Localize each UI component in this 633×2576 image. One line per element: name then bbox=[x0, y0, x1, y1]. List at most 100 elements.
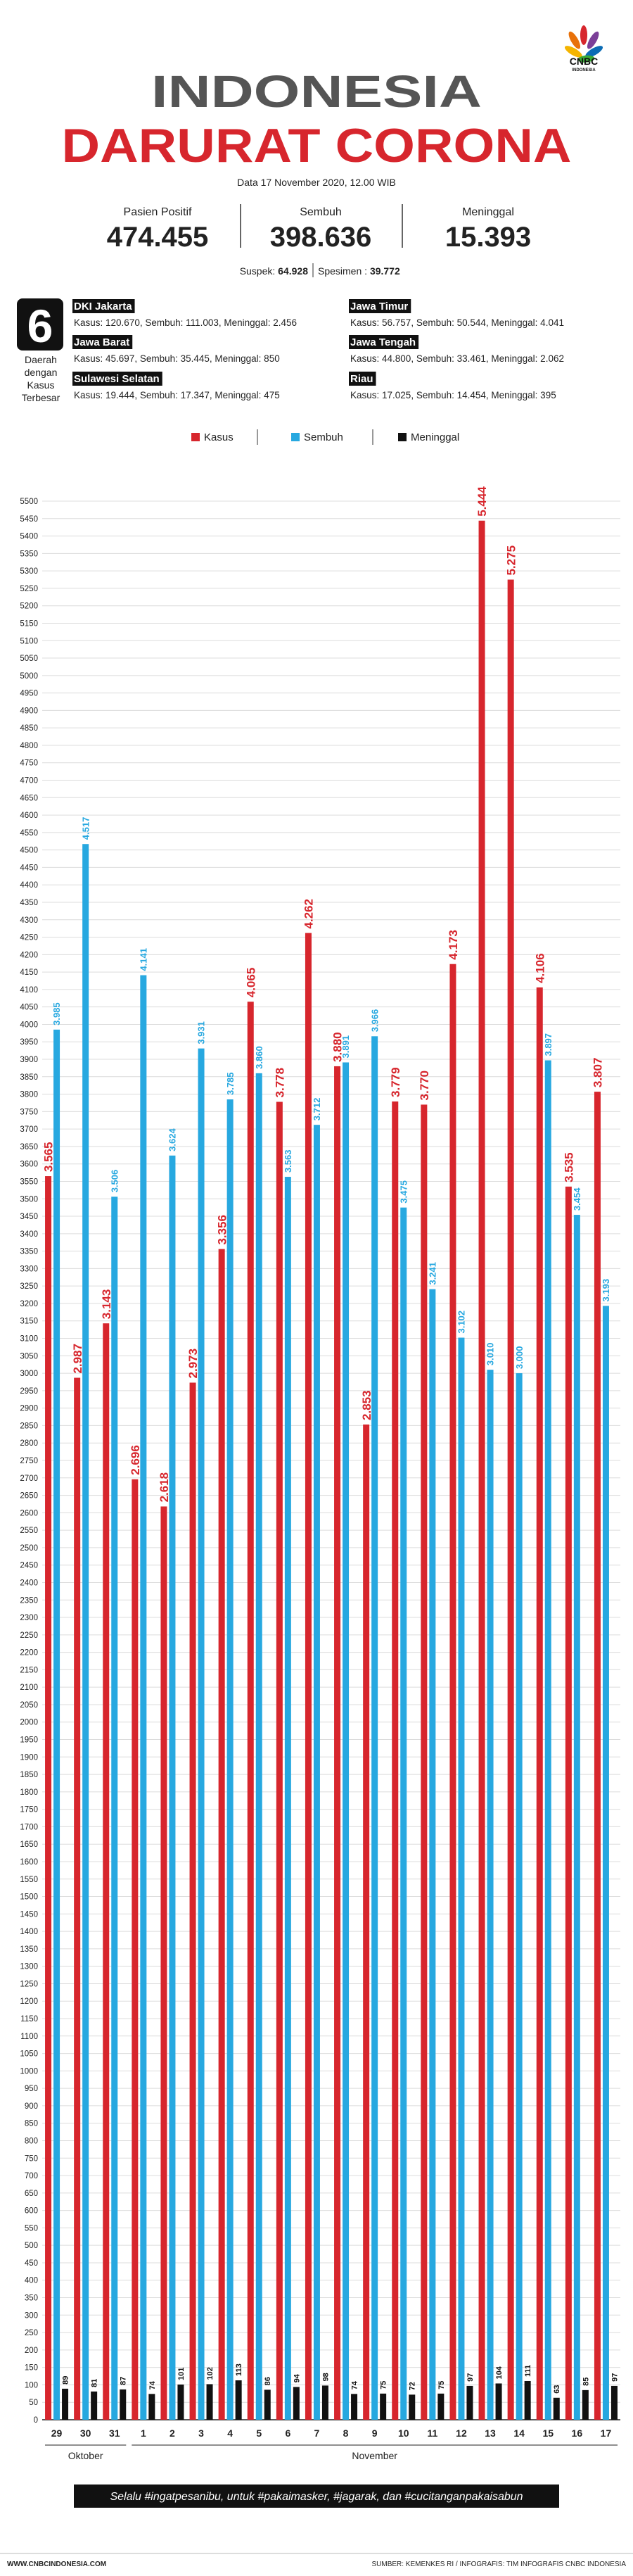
y-tick-label: 5400 bbox=[20, 533, 38, 541]
logo: CNBC INDONESIA bbox=[564, 25, 603, 72]
y-tick-label: 1350 bbox=[20, 1945, 38, 1954]
y-tick-label: 4550 bbox=[20, 829, 38, 838]
value-label: 4.106 bbox=[533, 953, 546, 983]
bar bbox=[392, 1101, 399, 2420]
y-tick-label: 4650 bbox=[20, 794, 38, 802]
value-label: 111 bbox=[524, 2365, 532, 2377]
value-label: 86 bbox=[264, 2377, 272, 2385]
y-tick-label: 3300 bbox=[20, 1265, 38, 1273]
value-label: 3.891 bbox=[340, 1035, 351, 1059]
bar bbox=[305, 933, 312, 2420]
region-name: Jawa Timur bbox=[350, 301, 408, 312]
bar bbox=[421, 1104, 428, 2420]
value-label: 4.517 bbox=[80, 817, 91, 840]
x-tick-label: 29 bbox=[51, 2427, 63, 2439]
value-label: 3.506 bbox=[109, 1170, 120, 1193]
y-tick-label: 350 bbox=[25, 2294, 38, 2303]
bar bbox=[132, 1479, 139, 2420]
y-tick-label: 3450 bbox=[20, 1213, 38, 1221]
y-tick-label: 5000 bbox=[20, 672, 38, 681]
y-tick-label: 1500 bbox=[20, 1893, 38, 1902]
y-tick-label: 4450 bbox=[20, 864, 38, 872]
y-tick-label: 3850 bbox=[20, 1073, 38, 1082]
value-label: 75 bbox=[380, 2381, 388, 2389]
y-tick-label: 3650 bbox=[20, 1143, 38, 1151]
region-name-bg bbox=[349, 372, 376, 386]
title: DARURAT CORONA bbox=[62, 119, 572, 172]
bar bbox=[536, 987, 543, 2420]
bar bbox=[284, 1177, 291, 2420]
stat-label: Meninggal bbox=[462, 206, 514, 218]
bar bbox=[91, 2391, 98, 2420]
y-tick-label: 500 bbox=[25, 2242, 38, 2250]
value-label: 3.193 bbox=[601, 1279, 611, 1302]
bar bbox=[610, 2385, 618, 2420]
y-tick-label: 1850 bbox=[20, 1771, 38, 1779]
region-name-bg bbox=[72, 372, 162, 386]
bar bbox=[160, 1506, 167, 2420]
bar bbox=[45, 1176, 52, 2420]
region-name-bg bbox=[72, 299, 135, 313]
y-tick-label: 4350 bbox=[20, 899, 38, 907]
region-name: Jawa Tengah bbox=[350, 336, 416, 348]
y-tick-label: 450 bbox=[25, 2259, 38, 2268]
y-tick-label: 3550 bbox=[20, 1177, 38, 1186]
y-tick-label: 2000 bbox=[20, 1719, 38, 1727]
x-tick-label: 31 bbox=[109, 2427, 120, 2439]
bar bbox=[226, 1099, 234, 2420]
bar bbox=[594, 1092, 601, 2420]
y-tick-label: 5350 bbox=[20, 550, 38, 558]
y-tick-label: 700 bbox=[25, 2172, 38, 2180]
y-tick-label: 4300 bbox=[20, 916, 38, 925]
y-tick-label: 950 bbox=[25, 2085, 38, 2093]
region-name-bg bbox=[349, 299, 411, 313]
value-label: 2.618 bbox=[158, 1472, 171, 1503]
value-label: 3.143 bbox=[100, 1289, 113, 1320]
caption-line: Terbesar bbox=[22, 392, 60, 403]
y-tick-label: 4100 bbox=[20, 986, 38, 995]
bar bbox=[235, 2380, 242, 2420]
stat-value: 15.393 bbox=[445, 222, 531, 253]
y-tick-label: 5150 bbox=[20, 619, 38, 628]
value-label: 3.475 bbox=[398, 1180, 409, 1204]
value-label: 3.880 bbox=[331, 1032, 345, 1062]
logo-feather bbox=[587, 31, 599, 49]
y-tick-label: 300 bbox=[25, 2311, 38, 2320]
y-tick-label: 2850 bbox=[20, 1422, 38, 1430]
value-label: 3.000 bbox=[514, 1346, 525, 1370]
x-tick-label: 14 bbox=[513, 2427, 525, 2439]
bar bbox=[321, 2385, 328, 2420]
y-tick-label: 3000 bbox=[20, 1370, 38, 1378]
y-tick-label: 1450 bbox=[20, 1910, 38, 1919]
spesimen: Spesimen : 39.772 bbox=[318, 265, 400, 277]
x-tick-label: 8 bbox=[343, 2427, 349, 2439]
y-tick-label: 2150 bbox=[20, 1666, 38, 1674]
value-label: 3.712 bbox=[312, 1098, 322, 1121]
value-label: 5.444 bbox=[475, 486, 489, 517]
value-label: 4.262 bbox=[302, 899, 316, 929]
y-tick-label: 600 bbox=[25, 2207, 38, 2216]
y-tick-label: 550 bbox=[25, 2224, 38, 2233]
y-tick-label: 4400 bbox=[20, 881, 38, 890]
value-label: 3.966 bbox=[369, 1009, 380, 1033]
y-tick-label: 4150 bbox=[20, 968, 38, 977]
bar bbox=[487, 1370, 494, 2420]
region-name-bg bbox=[72, 335, 133, 349]
y-tick-label: 4250 bbox=[20, 934, 38, 942]
bar bbox=[524, 2380, 531, 2420]
y-tick-label: 1900 bbox=[20, 1753, 38, 1762]
bar bbox=[458, 1337, 465, 2420]
y-tick-label: 750 bbox=[25, 2154, 38, 2163]
bar bbox=[553, 2397, 560, 2420]
caption-line: Kasus bbox=[27, 379, 55, 391]
count-box bbox=[17, 298, 63, 351]
value-label: 81 bbox=[91, 2379, 99, 2387]
value-label: 3.807 bbox=[592, 1058, 605, 1088]
logo-subtext: INDONESIA bbox=[572, 68, 596, 72]
value-label: 97 bbox=[610, 2373, 619, 2382]
logo-feather bbox=[580, 25, 587, 45]
y-tick-label: 4700 bbox=[20, 777, 38, 785]
y-tick-label: 1300 bbox=[20, 1963, 38, 1971]
